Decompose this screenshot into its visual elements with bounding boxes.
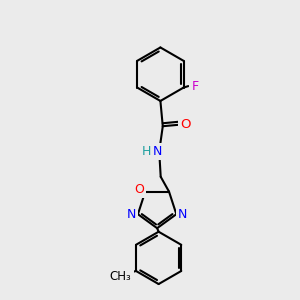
Text: N: N [127, 208, 136, 221]
Text: N: N [153, 145, 162, 158]
Text: H: H [142, 145, 152, 158]
Text: O: O [180, 118, 191, 131]
Text: N: N [178, 208, 188, 221]
Text: O: O [134, 183, 144, 196]
Text: F: F [191, 80, 198, 93]
Text: CH₃: CH₃ [110, 270, 131, 283]
